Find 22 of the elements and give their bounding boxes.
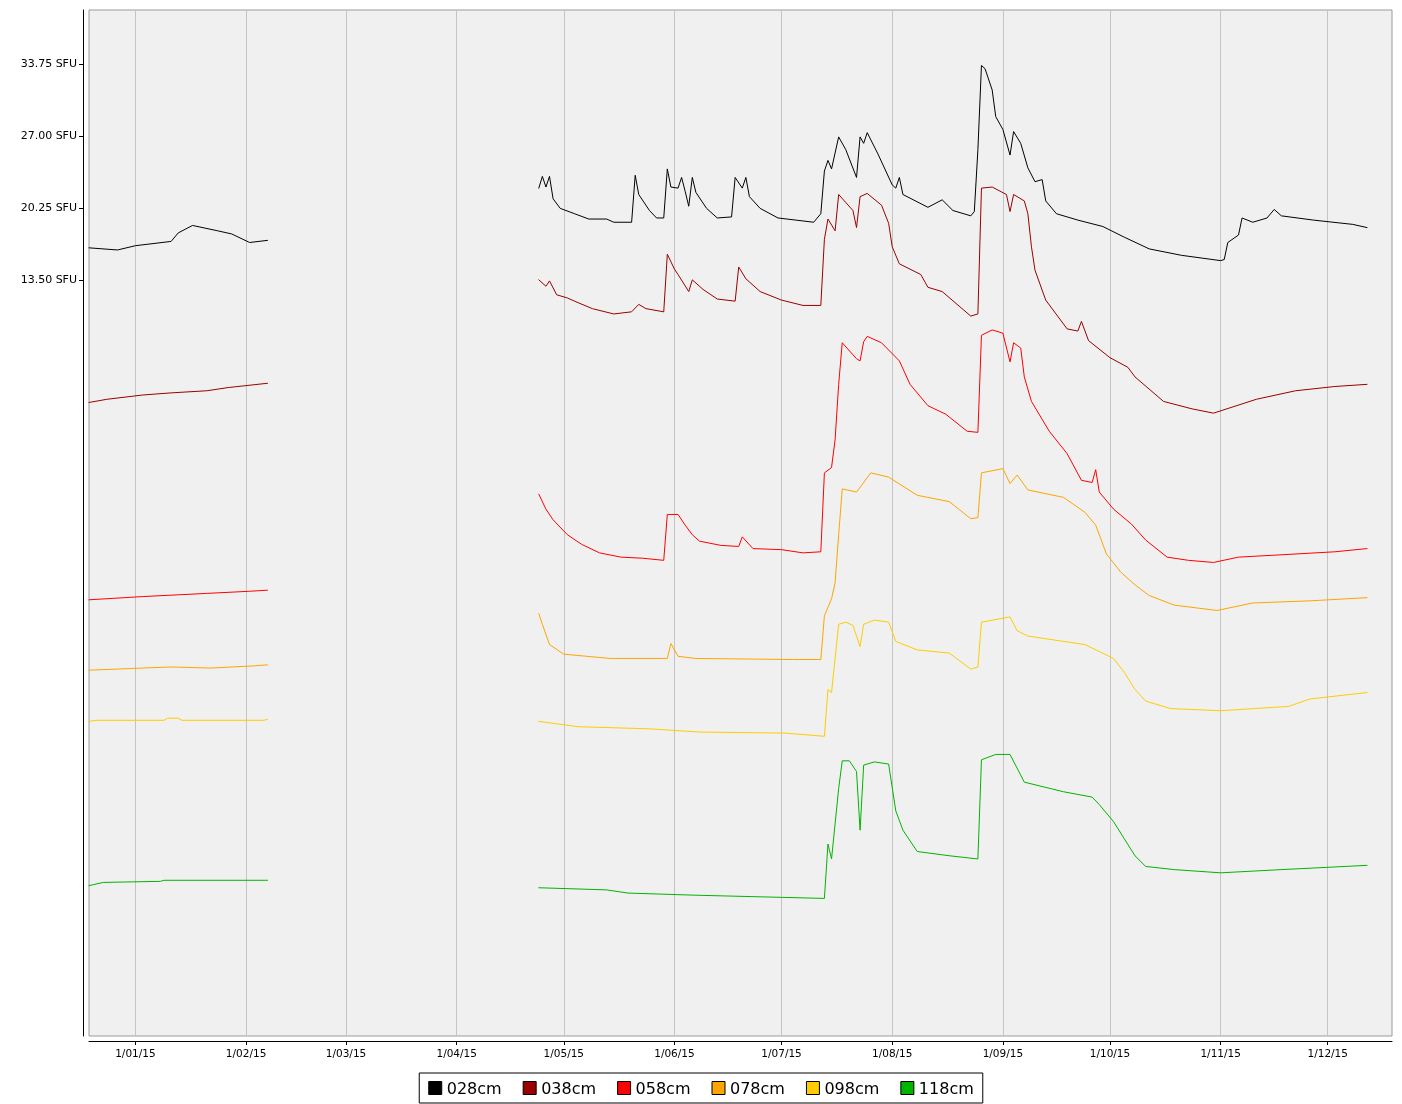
- x-tick-label: 1/09/15: [982, 1046, 1024, 1059]
- x-tick-label: 1/01/15: [115, 1046, 156, 1059]
- x-tick-label: 1/04/15: [436, 1046, 477, 1059]
- x-tick-label: 1/12/15: [1307, 1046, 1348, 1059]
- legend-label: 058cm: [635, 1078, 691, 1098]
- y-tick-label: 33.75 SFU: [20, 57, 77, 71]
- legend-label: 078cm: [730, 1078, 785, 1098]
- x-tick-label: 1/07/15: [761, 1046, 802, 1059]
- x-tick-label: 1/11/15: [1200, 1046, 1241, 1059]
- legend-label: 038cm: [541, 1078, 597, 1098]
- x-tick-label: 1/05/15: [543, 1046, 585, 1059]
- x-tick-label: 1/10/15: [1089, 1046, 1131, 1059]
- y-tick-label: 27.00 SFU: [20, 129, 77, 143]
- y-tick-label: 20.25 SFU: [20, 201, 77, 215]
- legend-label: 098cm: [824, 1078, 880, 1098]
- legend-label: 028cm: [446, 1078, 502, 1098]
- x-tick-label: 1/03/15: [325, 1046, 367, 1059]
- legend-label: 118cm: [918, 1078, 974, 1098]
- x-tick-label: 1/06/15: [654, 1046, 695, 1059]
- y-tick-label: 13.50 SFU: [20, 273, 77, 287]
- x-tick-label: 1/08/15: [871, 1046, 913, 1059]
- x-tick-label: 1/02/15: [225, 1046, 267, 1059]
